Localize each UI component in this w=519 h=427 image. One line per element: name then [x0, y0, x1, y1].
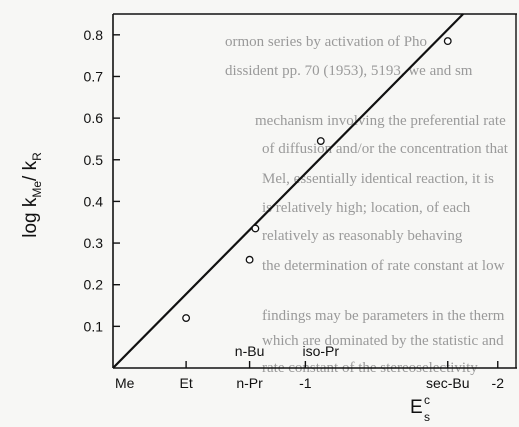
x-axis-label-superscript: c — [424, 393, 430, 407]
x-annotation: n-Bu — [235, 343, 265, 359]
x-axis-label-subscript: s — [424, 410, 430, 424]
x-category-label: sec-Bu — [426, 375, 470, 391]
data-point — [251, 224, 260, 233]
background-text-line: the determination of rate constant at lo… — [262, 258, 505, 274]
y-tick-label: 0.3 — [84, 235, 104, 251]
background-text-line: ormon series by activation of Pho — [225, 34, 427, 50]
y-tick-label: 0.7 — [84, 68, 104, 84]
background-text-line: relatively as reasonably behaving — [262, 228, 463, 244]
y-axis-label: log kMe/ kR — [20, 152, 44, 238]
x-category-label: Me — [115, 375, 135, 391]
background-text-line: of diffusion and/or the concentration th… — [262, 141, 509, 157]
x-category-label: -2 — [492, 375, 505, 391]
background-text-line: which are dominated by the statistic and — [262, 333, 504, 349]
y-tick-label: 0.5 — [84, 152, 104, 168]
y-tick-label: 0.4 — [84, 193, 104, 209]
background-text-line: Mel, essentially identical reaction, it … — [262, 171, 494, 187]
data-point — [245, 255, 254, 264]
data-point — [316, 137, 325, 145]
data-point — [182, 314, 191, 322]
chart-axes — [112, 13, 517, 369]
y-tick-label: 0.2 — [84, 277, 104, 293]
chart-labels: 0.1 0.2 0.3 0.4 0.5 0.6 0.7 0.8 Me Et n-Pr -1 sec-Bu… — [20, 27, 504, 424]
background-text-line: mechanism involving the preferential rat… — [255, 113, 506, 129]
chart-marks — [112, 13, 464, 369]
background-text-line: is relatively high; location, of each — [262, 200, 471, 216]
y-tick-label: 0.1 — [84, 318, 104, 334]
x-category-label: Et — [179, 375, 192, 391]
background-text-line: findings may be parameters in the therm — [262, 308, 505, 324]
y-tick-label: 0.6 — [84, 110, 104, 126]
data-point — [443, 37, 452, 46]
regression-line — [112, 13, 464, 369]
x-category-label: n-Pr — [236, 375, 263, 391]
x-annotation: iso-Pr — [302, 343, 339, 359]
x-axis-label: E — [410, 397, 423, 418]
x-category-label: -1 — [299, 375, 312, 391]
y-tick-label: 0.8 — [84, 27, 104, 43]
